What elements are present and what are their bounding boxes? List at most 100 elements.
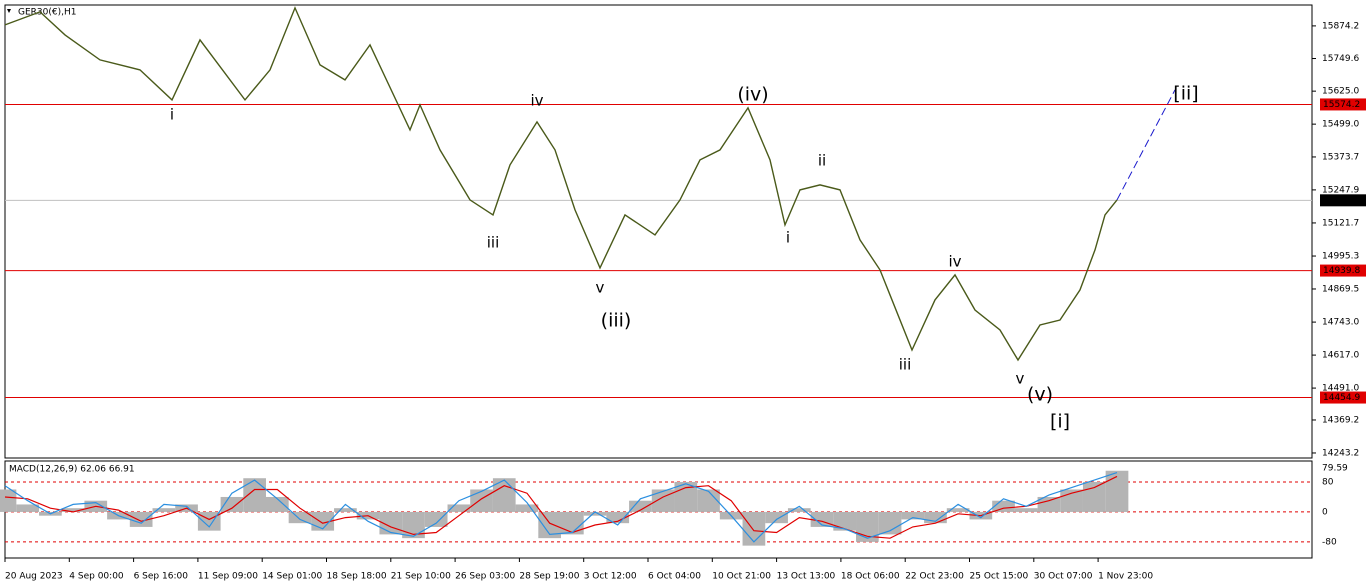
histogram-bar — [651, 489, 675, 512]
wave-label: iii — [899, 355, 912, 373]
histogram-bar — [1037, 496, 1061, 512]
level-tag — [1320, 98, 1366, 111]
histogram-bar — [787, 508, 811, 512]
wave-label: (iv) — [737, 83, 768, 105]
y-tick-label: 15749.6 — [1322, 54, 1359, 64]
y-tick-label: 15874.2 — [1322, 21, 1359, 31]
macd-current: 79.59 — [1322, 464, 1348, 474]
x-tick-label: 28 Sep 19:00 — [519, 572, 579, 582]
last-price-tag — [1320, 194, 1366, 207]
histogram-bar — [606, 511, 630, 524]
x-tick-label: 26 Sep 03:00 — [455, 572, 515, 582]
wave-label: iii — [487, 233, 500, 251]
histogram-bar — [561, 511, 584, 535]
y-tick-label: 80 — [1322, 477, 1334, 487]
y-tick-label: 14995.3 — [1322, 252, 1359, 262]
histogram-bar — [0, 489, 17, 512]
histogram-bar — [16, 504, 40, 512]
x-tick-label: 14 Sep 01:00 — [262, 572, 322, 582]
macd-title: MACD(12,26,9) 62.06 66.91 — [9, 465, 135, 475]
level-label: 14454.9 — [1323, 393, 1360, 403]
histogram-bar — [629, 500, 652, 512]
wave-label: v — [1016, 369, 1025, 387]
histogram-bar — [538, 511, 561, 539]
x-tick-label: 21 Sep 10:00 — [391, 572, 451, 582]
wave-label: iv — [948, 252, 961, 270]
y-tick-label: 14743.0 — [1322, 318, 1359, 328]
wave-label: (v) — [1027, 383, 1053, 405]
y-tick-label: -80 — [1322, 537, 1337, 547]
x-tick-label: 10 Oct 21:00 — [712, 572, 771, 582]
level-label: 14939.8 — [1323, 266, 1360, 276]
histogram-bar — [243, 478, 266, 512]
histogram-bar — [515, 504, 539, 512]
histogram-bar — [334, 508, 357, 512]
x-tick-label: 11 Sep 09:00 — [198, 572, 258, 582]
price-panel — [4, 4, 1313, 459]
macd-line — [4, 472, 1118, 543]
histogram-bar — [765, 511, 788, 524]
x-tick-label: 6 Sep 16:00 — [134, 572, 189, 582]
x-tick-label: 1 Nov 23:00 — [1098, 572, 1153, 582]
x-tick-label: 6 Oct 04:00 — [648, 572, 701, 582]
x-tick-label: 13 Oct 13:00 — [777, 572, 836, 582]
histogram-bar — [129, 511, 153, 527]
wave-label: ii — [818, 151, 826, 169]
histogram-bar — [833, 511, 857, 531]
y-tick-label: 15121.7 — [1322, 218, 1359, 228]
y-tick-label: 0 — [1322, 507, 1328, 517]
histogram-bar — [447, 504, 471, 512]
histogram-bar — [1105, 470, 1129, 512]
x-tick-label: 4 Sep 00:00 — [69, 572, 124, 582]
y-tick-label: 14491.0 — [1322, 384, 1359, 394]
histogram-bar — [492, 478, 516, 512]
histogram-bar — [152, 508, 176, 512]
y-tick-label: 14369.2 — [1322, 415, 1359, 425]
histogram-bar — [288, 511, 312, 524]
level-tag — [1320, 264, 1366, 277]
wave-label: i — [170, 105, 174, 123]
histogram-bar — [402, 511, 425, 539]
projection — [1116, 89, 1176, 201]
wave-label: v — [596, 278, 605, 296]
y-tick-label: 14617.0 — [1322, 351, 1359, 361]
wave-label: [i] — [1050, 410, 1070, 432]
wave-label: i — [786, 228, 790, 246]
histogram-bar — [1082, 481, 1106, 512]
x-tick-label: 18 Sep 18:00 — [327, 572, 387, 582]
histogram-bar — [424, 511, 448, 527]
histogram-bar — [901, 511, 925, 520]
histogram-bar — [1014, 508, 1038, 512]
histogram-bar — [583, 511, 607, 516]
wave-label: [ii] — [1173, 82, 1198, 104]
histogram-bar — [61, 508, 85, 512]
wave-label: iv — [530, 91, 543, 109]
histogram-bar — [946, 508, 970, 512]
level-tag — [1320, 391, 1366, 404]
x-tick-label: 30 Oct 07:00 — [1034, 572, 1093, 582]
x-tick-label: 25 Oct 15:00 — [970, 572, 1029, 582]
x-tick-label: 3 Oct 12:00 — [584, 572, 637, 582]
x-tick-label: 18 Oct 06:00 — [841, 572, 900, 582]
last-price-label: 15208.1 — [1323, 196, 1360, 206]
x-tick-label: 20 Aug 2023 — [5, 572, 63, 582]
histogram-bar — [265, 496, 289, 512]
y-tick-label: 15373.7 — [1322, 152, 1359, 162]
chart-title: GER30(€),H1 — [18, 8, 76, 18]
histogram-bar — [697, 489, 720, 512]
y-tick-label: 14869.5 — [1322, 284, 1359, 294]
wave-label: (iii) — [601, 309, 632, 331]
y-tick-label: 14243.2 — [1322, 448, 1359, 458]
y-tick-label: 15499.0 — [1322, 120, 1359, 130]
histogram-bar — [924, 511, 947, 524]
level-label: 15574.2 — [1323, 100, 1360, 110]
histogram-bar — [878, 511, 902, 535]
y-tick-label: 15625.0 — [1322, 87, 1359, 97]
histogram-bar — [742, 511, 766, 546]
x-tick-label: 22 Oct 23:00 — [905, 572, 964, 582]
histogram-bar — [992, 500, 1015, 512]
price-line — [4, 6, 1118, 362]
y-tick-label: 15247.9 — [1322, 185, 1359, 195]
histogram-bar — [470, 489, 493, 512]
